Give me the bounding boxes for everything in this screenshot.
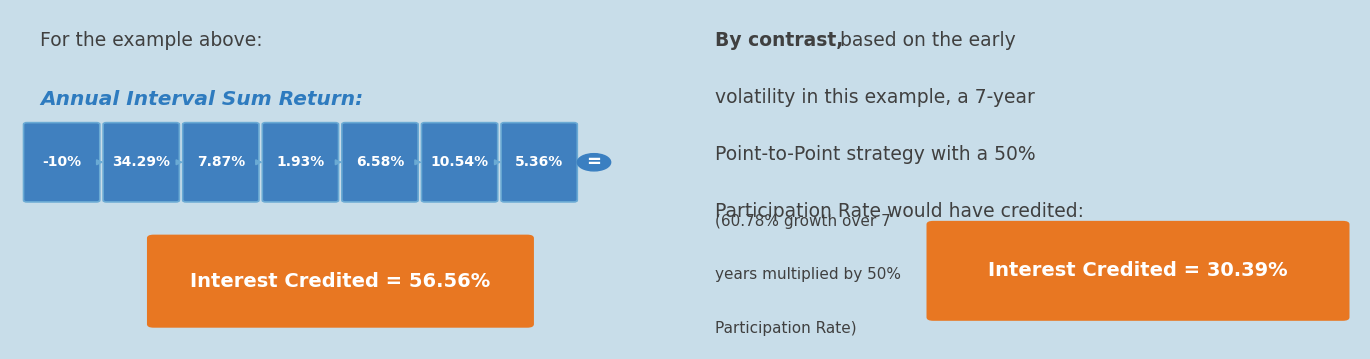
Text: Participation Rate would have credited:: Participation Rate would have credited:	[715, 202, 1084, 221]
Text: based on the early: based on the early	[834, 31, 1017, 50]
FancyBboxPatch shape	[422, 123, 497, 202]
FancyBboxPatch shape	[103, 123, 179, 202]
FancyBboxPatch shape	[262, 123, 338, 202]
Text: Annual Interval Sum Return:: Annual Interval Sum Return:	[40, 90, 363, 109]
Text: Participation Rate): Participation Rate)	[715, 321, 856, 336]
Text: By contrast,: By contrast,	[715, 31, 844, 50]
Text: Point-to-Point strategy with a 50%: Point-to-Point strategy with a 50%	[715, 145, 1036, 164]
Text: 6.58%: 6.58%	[356, 155, 404, 169]
FancyBboxPatch shape	[147, 235, 534, 328]
FancyBboxPatch shape	[182, 123, 259, 202]
FancyBboxPatch shape	[23, 123, 100, 202]
Circle shape	[577, 154, 611, 171]
Text: For the example above:: For the example above:	[40, 31, 263, 50]
FancyBboxPatch shape	[342, 123, 418, 202]
Text: Interest Credited = 56.56%: Interest Credited = 56.56%	[190, 272, 490, 291]
Text: 10.54%: 10.54%	[430, 155, 489, 169]
FancyBboxPatch shape	[926, 221, 1349, 321]
Text: -10%: -10%	[42, 155, 81, 169]
Text: 1.93%: 1.93%	[277, 155, 325, 169]
Text: years multiplied by 50%: years multiplied by 50%	[715, 267, 901, 283]
Text: Interest Credited = 30.39%: Interest Credited = 30.39%	[988, 261, 1288, 280]
FancyBboxPatch shape	[501, 123, 577, 202]
Text: 34.29%: 34.29%	[112, 155, 170, 169]
Text: 7.87%: 7.87%	[197, 155, 245, 169]
Text: (60.78% growth over 7: (60.78% growth over 7	[715, 214, 890, 229]
Text: 5.36%: 5.36%	[515, 155, 563, 169]
Text: =: =	[586, 153, 601, 171]
Text: volatility in this example, a 7-year: volatility in this example, a 7-year	[715, 88, 1034, 107]
